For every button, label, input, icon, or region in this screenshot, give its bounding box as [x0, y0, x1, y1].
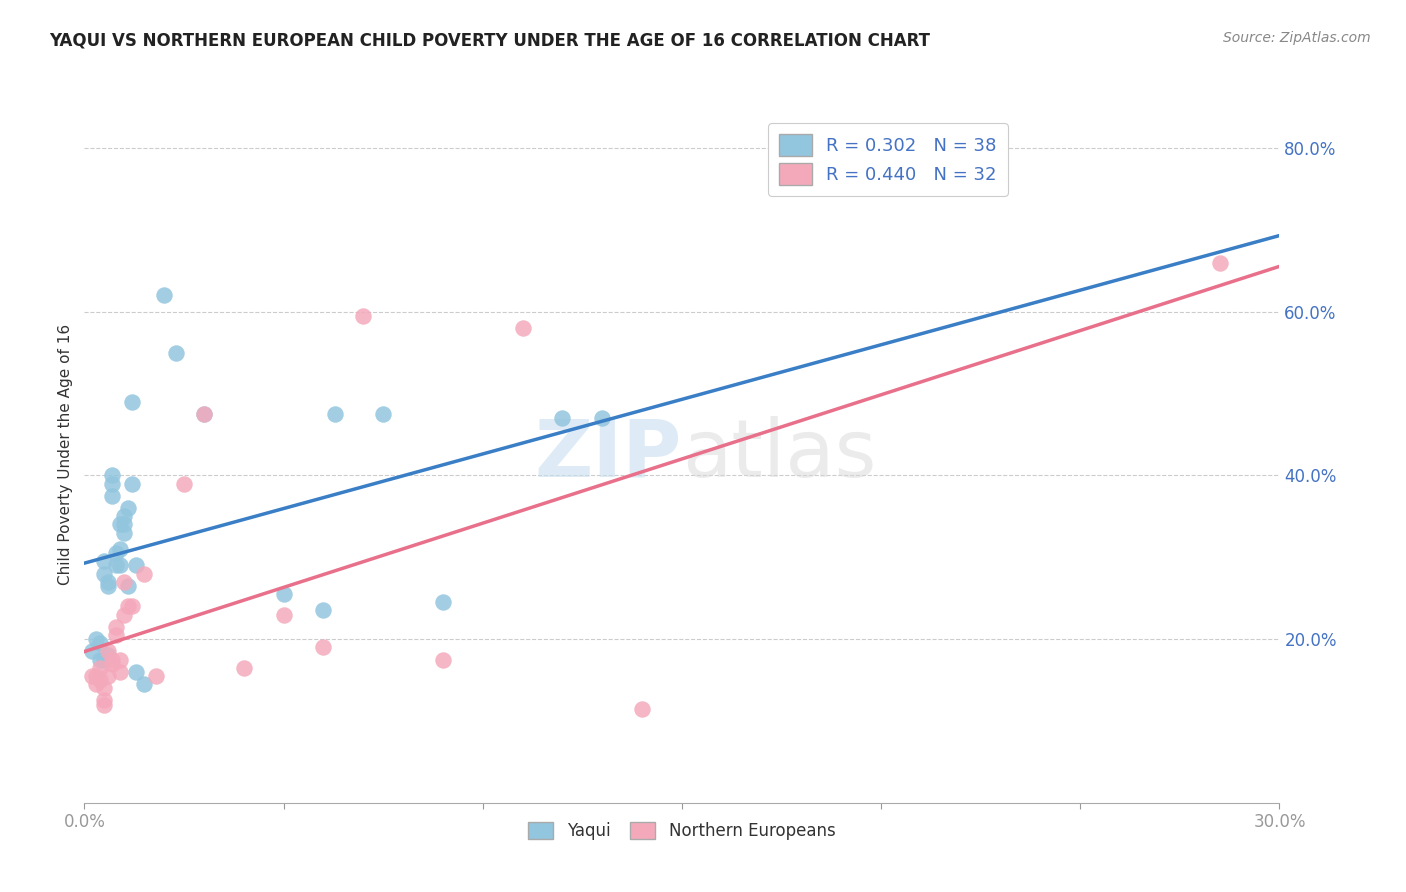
Point: [93, 554, 115, 568]
Point: [112, 574, 135, 589]
Point: [145, 669, 167, 683]
Point: [273, 587, 295, 601]
Point: [97, 669, 120, 683]
Text: atlas: atlas: [682, 416, 876, 494]
Y-axis label: Child Poverty Under the Age of 16: Child Poverty Under the Age of 16: [58, 325, 73, 585]
Point: [110, 558, 132, 573]
Point: [121, 599, 143, 614]
Point: [101, 652, 124, 666]
Point: [86, 632, 108, 646]
Point: [101, 468, 124, 483]
Point: [82, 669, 104, 683]
Point: [97, 579, 120, 593]
Text: YAQUI VS NORTHERN EUROPEAN CHILD POVERTY UNDER THE AGE OF 16 CORRELATION CHART: YAQUI VS NORTHERN EUROPEAN CHILD POVERTY…: [49, 31, 931, 49]
Point: [132, 566, 156, 581]
Point: [110, 517, 132, 532]
Point: [86, 669, 108, 683]
Point: [105, 628, 128, 642]
Point: [193, 407, 215, 421]
Point: [97, 644, 120, 658]
Point: [125, 558, 148, 573]
Point: [86, 677, 108, 691]
Point: [105, 558, 128, 573]
Point: [93, 693, 115, 707]
Point: [432, 595, 454, 609]
Point: [325, 407, 347, 421]
Point: [89, 652, 111, 666]
Point: [105, 620, 128, 634]
Point: [117, 501, 139, 516]
Point: [121, 394, 143, 409]
Point: [110, 652, 132, 666]
Point: [512, 321, 534, 335]
Point: [101, 476, 124, 491]
Point: [373, 407, 395, 421]
Point: [89, 661, 111, 675]
Point: [173, 476, 195, 491]
Point: [97, 648, 120, 663]
Point: [110, 665, 132, 679]
Point: [82, 644, 104, 658]
Text: Source: ZipAtlas.com: Source: ZipAtlas.com: [1223, 31, 1371, 45]
Point: [312, 603, 335, 617]
Point: [121, 476, 143, 491]
Point: [117, 579, 139, 593]
Point: [101, 657, 124, 671]
Legend: Yaqui, Northern Europeans: Yaqui, Northern Europeans: [522, 815, 842, 847]
Point: [432, 652, 454, 666]
Point: [273, 607, 295, 622]
Point: [112, 607, 135, 622]
Point: [101, 489, 124, 503]
Point: [93, 566, 115, 581]
Point: [112, 517, 135, 532]
Point: [125, 665, 148, 679]
Point: [232, 661, 254, 675]
Point: [591, 411, 613, 425]
Point: [631, 701, 654, 715]
Point: [97, 574, 120, 589]
Point: [165, 345, 187, 359]
Point: [93, 652, 115, 666]
Point: [1209, 255, 1232, 269]
Point: [89, 636, 111, 650]
Point: [112, 509, 135, 524]
Point: [110, 542, 132, 557]
Text: ZIP: ZIP: [534, 416, 682, 494]
Point: [193, 407, 215, 421]
Point: [551, 411, 574, 425]
Point: [132, 677, 156, 691]
Point: [93, 698, 115, 712]
Point: [105, 546, 128, 560]
Point: [89, 673, 111, 687]
Point: [352, 309, 374, 323]
Point: [312, 640, 335, 655]
Point: [112, 525, 135, 540]
Point: [153, 288, 176, 302]
Point: [93, 681, 115, 696]
Point: [117, 599, 139, 614]
